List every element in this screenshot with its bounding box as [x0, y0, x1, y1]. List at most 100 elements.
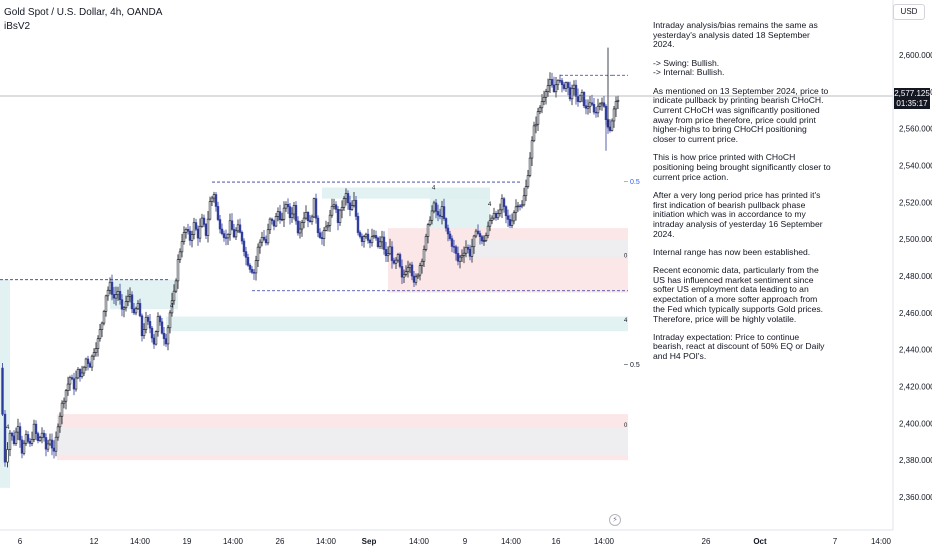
- candle-body: [190, 234, 194, 241]
- candle-body: [472, 235, 476, 248]
- indicator-label[interactable]: iBsV2: [4, 21, 31, 32]
- candle-body: [518, 205, 522, 208]
- candle-body: [426, 224, 430, 237]
- candle-body: [206, 218, 210, 236]
- candle-body: [596, 105, 600, 114]
- candle-body: [242, 240, 246, 252]
- candle-body: [214, 194, 218, 207]
- analysis-note[interactable]: Intraday analysis/bias remains the same …: [653, 20, 831, 370]
- candle-body: [280, 218, 284, 221]
- candle-body: [282, 207, 286, 220]
- candle-body: [226, 233, 230, 239]
- candle-body: [480, 236, 484, 242]
- candle-body: [176, 259, 180, 282]
- candle-body: [302, 217, 306, 223]
- candle-body: [344, 193, 348, 199]
- candle-body: [370, 236, 374, 244]
- candle-body: [294, 205, 298, 222]
- candle-body: [448, 233, 452, 239]
- candle-body: [306, 212, 310, 221]
- candle-body: [316, 217, 320, 234]
- candle-body: [56, 426, 60, 438]
- candle-body: [74, 377, 78, 390]
- candle-body: [34, 423, 38, 434]
- candle-body: [522, 195, 526, 206]
- candle-body: [588, 102, 592, 108]
- candle-body: [406, 267, 410, 272]
- time-tick-label: Oct: [753, 537, 767, 546]
- candle-body: [600, 102, 604, 105]
- candle-body: [178, 251, 182, 260]
- candle-body: [372, 235, 376, 237]
- candle-body: [76, 369, 80, 379]
- candle-body: [312, 198, 316, 218]
- candle-body: [582, 92, 586, 107]
- candle-body: [520, 204, 524, 207]
- candle-body: [580, 92, 584, 97]
- candle-body: [510, 220, 514, 226]
- candle-body: [166, 327, 170, 345]
- candle-body: [366, 233, 370, 241]
- candle-body: [252, 272, 256, 274]
- candle-body: [174, 280, 178, 292]
- candle-body: [218, 219, 222, 230]
- candle-body: [400, 266, 404, 278]
- candle-body: [236, 224, 240, 232]
- candle-body: [3, 413, 7, 463]
- candle-body: [460, 255, 464, 258]
- candle-body: [162, 332, 166, 339]
- candle-body: [290, 213, 294, 218]
- lightning-icon[interactable]: ⚡: [609, 514, 621, 526]
- time-tick-label: 19: [183, 537, 192, 546]
- candle-body: [256, 246, 260, 261]
- candle-body: [232, 229, 236, 238]
- candle-body: [310, 216, 314, 223]
- candle-body: [332, 204, 336, 207]
- time-axis[interactable]: 6 12 14:00 19 14:00 26 14:00 Sep 14:00 9 14:00 16 14…: [18, 537, 892, 546]
- candle-body: [398, 254, 402, 267]
- candle-body: [526, 175, 530, 187]
- candle-body: [54, 436, 58, 452]
- candle-body: [478, 233, 482, 237]
- price-tick-label: 2,360.000: [899, 493, 932, 502]
- candle-body: [136, 303, 140, 310]
- candle-body: [492, 213, 496, 219]
- candle-body: [148, 321, 152, 329]
- candle-body: [322, 230, 326, 239]
- time-tick-label: 14:00: [594, 537, 615, 546]
- candle-body: [100, 322, 104, 330]
- candle-body: [562, 84, 566, 89]
- candle-body: [546, 85, 550, 92]
- candle-body: [42, 432, 46, 438]
- fib-label-lower: 0.5: [630, 362, 640, 369]
- candle-body: [536, 111, 540, 125]
- candle-body: [432, 202, 436, 212]
- time-tick-label: 6: [18, 537, 23, 546]
- price-tick-label: 2,380.000: [899, 456, 932, 465]
- candle-body: [70, 377, 74, 380]
- candle-body: [270, 218, 274, 221]
- candle-body: [466, 246, 470, 250]
- zone-annotation: 0: [624, 254, 628, 260]
- candle-body: [430, 210, 434, 221]
- candle-body: [358, 232, 362, 237]
- candle-body: [368, 240, 372, 244]
- candle-body: [408, 264, 412, 268]
- currency-button[interactable]: USD: [893, 4, 925, 20]
- candle-body: [298, 228, 302, 234]
- time-tick-label: 12: [90, 537, 99, 546]
- fib-label-upper: 0.5: [630, 179, 640, 186]
- candle-body: [532, 125, 536, 142]
- candle-body: [402, 274, 406, 278]
- candle-body: [524, 186, 528, 197]
- price-axis[interactable]: 2,600.0002,580.0002,560.0002,540.0002,52…: [899, 51, 932, 502]
- candle-body: [180, 241, 184, 253]
- candle-body: [116, 291, 120, 296]
- candle-body: [468, 249, 472, 257]
- candle-body: [144, 316, 148, 330]
- candle-body: [422, 249, 426, 262]
- candle-body: [86, 358, 90, 364]
- symbol-title[interactable]: Gold Spot / U.S. Dollar, 4h, OANDA: [4, 7, 163, 18]
- candle-body: [66, 383, 70, 391]
